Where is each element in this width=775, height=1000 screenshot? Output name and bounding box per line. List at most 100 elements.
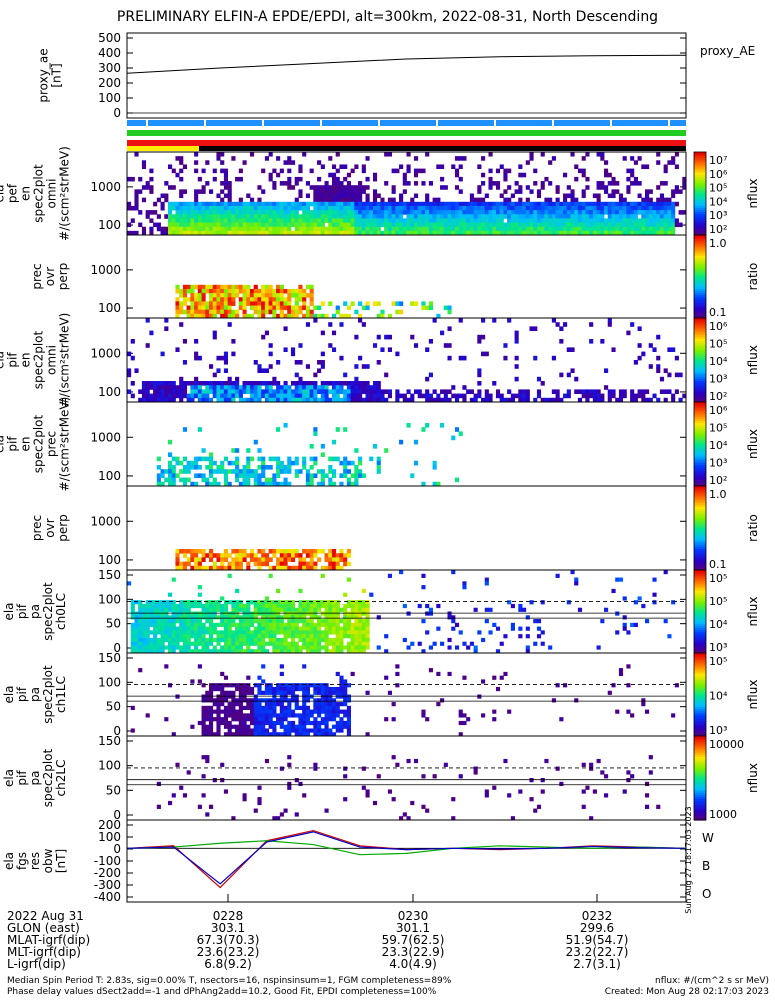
cbtick-elf_pif_prec-2: 10⁴	[709, 439, 728, 452]
ytick-elf_pa_ch0-2: 50	[106, 617, 121, 631]
footer-row-value: 23.3(22.9)	[381, 945, 445, 959]
ytick-elf_pa_ch1-2: 50	[106, 700, 121, 714]
panel-elf_pa_ch0: ela pif pa spec2plot ch0LC 150 100 50 0 10⁵ 10⁵ 10⁴…	[2, 568, 760, 655]
ylabel-elf_pif_prec-5: #/(scm²strMeV)	[58, 397, 72, 492]
ylabel-elf_pif_prec_ratio-0: prec	[30, 515, 44, 541]
panel-elf_prec_ratio: prec ovr perp 1000 100 1.0 0.1 ratio	[30, 234, 760, 319]
cbtick-elf_pa_ch0-1: 10⁵	[709, 595, 727, 608]
panel-elf_pa_ch1: ela pif pa spec2plot ch1LC 150 100 50 0 10⁵ 10⁴ 10³…	[2, 651, 760, 738]
colorbar-elf_pif_prec: 10⁶ 10⁵ 10⁴ 10³ 10² nflux	[693, 401, 760, 487]
footer-row-value: 0230	[397, 909, 429, 923]
footer-row-value: 6.8(9.2)	[204, 957, 252, 971]
colorbar-elf_pif_omni: 10⁶ 10⁵ 10⁴ 10³ 10² nflux	[693, 317, 760, 403]
ytick-elf_pa_ch0-3: 0	[113, 641, 121, 655]
ylabel-elf_pif_prec_ratio-1: ovr	[43, 518, 57, 537]
ylabel-elf_en_omni-2: en	[19, 186, 33, 201]
ylabel-elf_en_omni-0: ela	[0, 184, 7, 202]
ylabel-elf_pif_prec-0: ela	[0, 435, 7, 453]
footer-row-label: MLT-igrf(dip)	[7, 945, 81, 959]
ylabel-elf_pa_ch0-4: ch0LC	[54, 593, 68, 630]
ytick-elf_pa_ch1-1: 100	[98, 675, 121, 689]
cbtick-elf_prec_ratio-1: 0.1	[709, 306, 727, 319]
ytick-elf_pa_ch2-3: 0	[113, 808, 121, 822]
right-label-proxy_ae: proxy_AE	[700, 44, 755, 58]
ylabel-elf_pa_ch2-1: pif	[15, 770, 29, 786]
cbtick-elf_pif_omni-0: 10⁶	[709, 320, 728, 333]
ylabel-elf_pif_omni-1: pif	[6, 352, 20, 368]
ylabel-elf_pif_prec-4: prec	[45, 431, 59, 457]
cbtick-elf_pif_prec-1: 10⁵	[709, 422, 727, 435]
ylabel-elf_pif_omni-0: ela	[0, 351, 7, 369]
ytick-elf_pa_ch1-0: 150	[98, 651, 121, 665]
cbtick-elf_pa_ch1-1: 10⁴	[709, 690, 728, 703]
ytick-elf_pif_omni-1: 100	[98, 385, 121, 399]
cbtick-elf_pa_ch0-3: 10³	[709, 641, 727, 654]
cblabel-elf_pif_prec_ratio: ratio	[746, 514, 760, 542]
ylabel-elf_en_omni-4: omni	[45, 179, 59, 209]
ytick-fgm-0: 200	[98, 818, 121, 832]
ytick-elf_pif_omni-0: 1000	[90, 346, 121, 360]
ylabel-elf_pa_ch1-2: pa	[28, 687, 42, 702]
ytick-elf_pa_ch1-3: 0	[113, 724, 121, 738]
ylabel-elf_prec_ratio-2: perp	[56, 263, 70, 291]
footer-row-value: 301.1	[395, 921, 431, 935]
cbtick-elf_en_omni-2: 10⁵	[709, 182, 727, 195]
ylabel-elf_pa_ch1-1: pif	[15, 686, 29, 702]
ylabel-elf_pif_omni-2: en	[19, 353, 33, 368]
ylabel-elf_pa_ch2-2: pa	[28, 771, 42, 786]
spectrogram-elf_pa_ch2	[156, 755, 661, 821]
ytick-fgm-6: -400	[94, 890, 121, 904]
footer-row-label: GLON (east)	[7, 921, 80, 935]
cbtick-elf_pif_omni-3: 10³	[709, 373, 727, 386]
cbtick-elf_en_omni-5: 10²	[709, 223, 727, 236]
vertical-timestamp: Sun Aug 27 18:17:03 2023	[684, 806, 693, 913]
legend-O: O	[702, 887, 711, 901]
cbtick-elf_pif_prec-3: 10³	[709, 457, 727, 470]
ylabel-elf_pa_ch0-3: spec2plot	[41, 582, 55, 641]
series-proxy-ae	[126, 54, 687, 74]
ytick-elf_pa_ch2-1: 100	[98, 759, 121, 773]
footer-note-2: Phase delay values dSect2add=-1 and dPhA…	[7, 987, 437, 997]
ylabel-elf_pa_ch0-0: ela	[2, 602, 16, 620]
ytick-elf_pa_ch2-2: 50	[106, 783, 121, 797]
ytick-elf_prec_ratio-1: 100	[98, 301, 121, 315]
nflux-units: nflux: #/(cm^2 s sr MeV)	[655, 976, 769, 986]
ytick-elf_pa_ch0-1: 100	[98, 592, 121, 606]
ytick-elf_pif_prec_ratio-1: 100	[98, 553, 121, 567]
cbtick-elf_pa_ch0-2: 10⁴	[709, 618, 728, 631]
cblabel-elf_pif_omni: nflux	[746, 345, 760, 375]
ylabel-fgm-2: res	[28, 852, 42, 870]
series-fgm-W	[126, 829, 687, 889]
cblabel-elf_en_omni: nflux	[746, 179, 760, 209]
ylabel-elf_pa_ch2-4: ch2LC	[54, 760, 68, 797]
cbtick-elf_en_omni-1: 10⁶	[709, 168, 728, 181]
ylabel-elf_pa_ch2-0: ela	[2, 769, 16, 787]
legend-B: B	[702, 859, 710, 873]
cbtick-elf_en_omni-0: 10⁷	[709, 154, 727, 167]
ylabel-elf_pif_prec_ratio-2: perp	[56, 514, 70, 542]
ylabel-elf_pa_ch0-1: pif	[15, 603, 29, 619]
ytick-proxy_ae-5: 0	[113, 106, 121, 120]
cbtick-elf_pif_prec-4: 10²	[709, 474, 727, 487]
cbtick-elf_pif_prec-0: 10⁶	[709, 404, 728, 417]
footer-row-value: 0232	[581, 909, 613, 923]
ytick-fgm-1: 100	[98, 830, 121, 844]
cbtick-elf_pa_ch2-1: 1000	[709, 808, 737, 821]
panel-elf_pif_omni: ela pif en spec2plot omni #/(scm²strMeV) 1000 1…	[0, 313, 760, 408]
cblabel-elf_pa_ch2: nflux	[746, 763, 760, 793]
panel-elf_en_omni: ela pef en spec2plot omni #/(scm²strMeV) 1000 1…	[0, 146, 760, 241]
ylabel-elf_pa_ch1-3: spec2plot	[41, 665, 55, 724]
panel-frame-0	[126, 32, 687, 119]
cbtick-elf_pa_ch0-0: 10⁵	[709, 572, 727, 585]
cbtick-elf_pif_omni-4: 10²	[709, 390, 727, 403]
ylabel-elf_prec_ratio-1: ovr	[43, 267, 57, 286]
ylabel-elf_pif_prec-3: spec2plot	[32, 414, 46, 473]
ytick-elf_en_omni-1: 100	[98, 218, 121, 232]
ylabel-fgm-3: obw	[41, 848, 55, 873]
ytick-elf_prec_ratio-0: 1000	[90, 263, 121, 277]
loss-cone-lines-7	[127, 684, 686, 702]
plot-title: PRELIMINARY ELFIN-A EPDE/EPDI, alt=300km…	[116, 9, 659, 25]
colorbar-elf_pa_ch1: 10⁵ 10⁴ 10³ nflux	[693, 652, 760, 737]
cbtick-elf_en_omni-4: 10³	[709, 209, 727, 222]
ytick-fgm-2: 0	[113, 842, 121, 856]
